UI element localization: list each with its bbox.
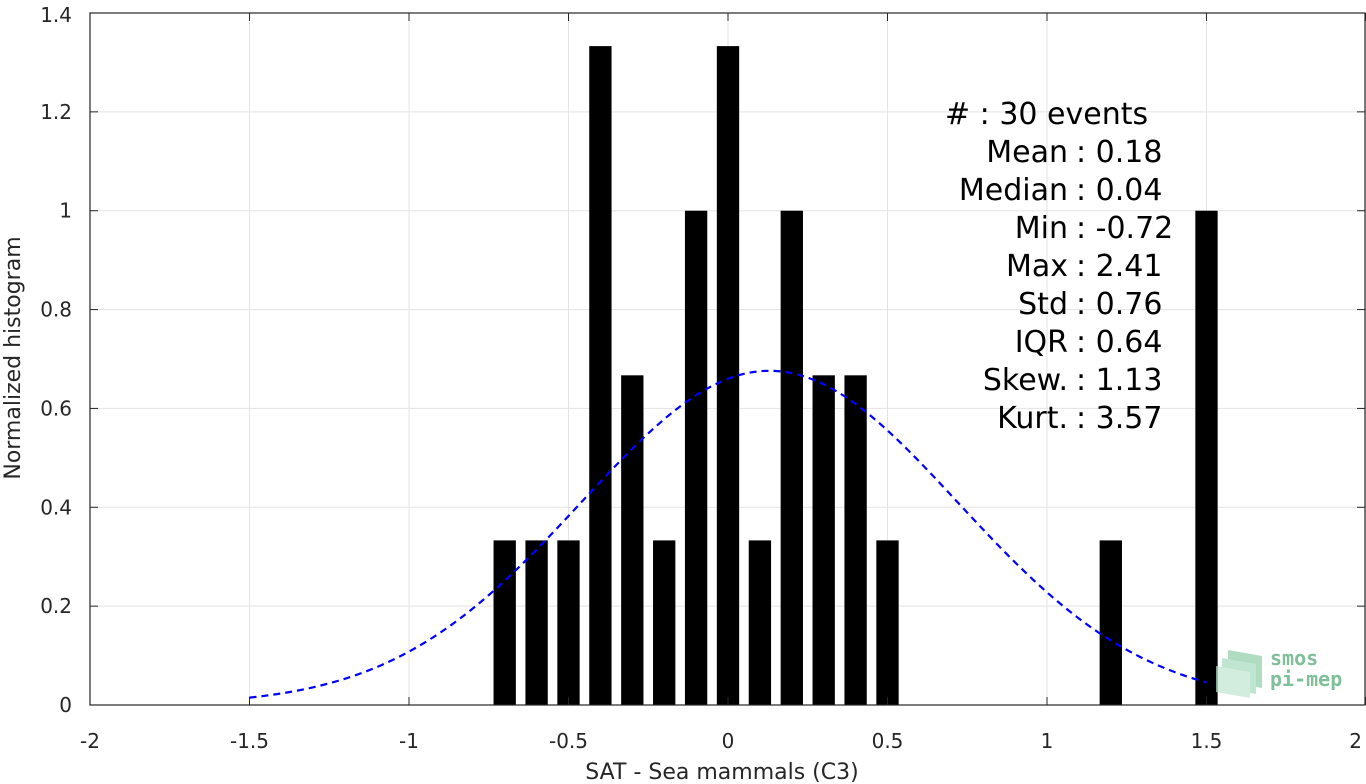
stats-value: : 0.04 xyxy=(1076,173,1162,208)
y-tick-label: 0.6 xyxy=(40,396,72,420)
stats-line: # : 30 events xyxy=(945,97,1148,132)
stats-label: Max xyxy=(1006,249,1068,284)
y-tick-label: 0.8 xyxy=(40,298,72,322)
x-tick-label: 2 xyxy=(1349,729,1362,753)
x-tick-label: -0.5 xyxy=(549,729,588,753)
logo-text-smos: smos xyxy=(1270,646,1318,670)
stats-label: Mean xyxy=(986,135,1068,170)
histogram-bars xyxy=(493,46,1218,706)
histogram-bar xyxy=(684,210,708,705)
stats-label: Median xyxy=(959,173,1068,208)
histogram-bar xyxy=(716,46,740,706)
stats-line: IQR: 0.64 xyxy=(1015,325,1163,360)
stats-value: : 0.76 xyxy=(1076,287,1162,322)
histogram-bar xyxy=(589,46,612,706)
y-tick-label: 1.4 xyxy=(40,3,72,27)
histogram-bar xyxy=(812,375,835,705)
stats-line: Median: 0.04 xyxy=(959,173,1163,208)
x-tick-label: 1.5 xyxy=(1191,729,1223,753)
stats-value: : 0.64 xyxy=(1076,325,1162,360)
histogram-bar xyxy=(1099,540,1122,705)
x-axis-label: SAT - Sea mammals (C3) xyxy=(585,760,858,784)
histogram-bar xyxy=(493,540,516,705)
x-tick-label: 1 xyxy=(1041,729,1054,753)
smos-pi-mep-logo: smos pi-mep xyxy=(1216,646,1342,698)
histogram-bar xyxy=(844,375,867,705)
stats-label: Kurt. xyxy=(997,401,1068,436)
histogram-bar xyxy=(780,210,803,705)
stats-value: : 2.41 xyxy=(1076,249,1162,284)
y-tick-label: 0.4 xyxy=(40,495,72,519)
stats-line: Kurt.: 3.57 xyxy=(997,401,1162,436)
stats-value: : 1.13 xyxy=(1076,363,1162,398)
stats-label: Min xyxy=(1015,211,1068,246)
normal-fit-curve xyxy=(249,369,1207,699)
x-tick-label: 0.5 xyxy=(872,729,904,753)
x-tick-label: 0 xyxy=(722,729,735,753)
histogram-bar xyxy=(876,540,899,705)
stats-line: Mean: 0.18 xyxy=(986,135,1162,170)
histogram-bar xyxy=(557,540,580,705)
y-axis-label: Normalized histogram xyxy=(1,236,26,479)
x-tick-label: -1.5 xyxy=(230,729,269,753)
x-tick-label: -2 xyxy=(80,729,100,753)
stats-value: : 3.57 xyxy=(1076,401,1162,436)
histogram-bar xyxy=(525,540,548,705)
x-tick-label: -1 xyxy=(399,729,419,753)
y-tick-label: 0 xyxy=(59,693,72,717)
y-tick-label: 0.2 xyxy=(40,594,72,618)
histogram-bar xyxy=(748,540,772,705)
histogram-bar xyxy=(1195,210,1218,705)
stats-label: IQR xyxy=(1015,325,1068,360)
stats-line: Min: -0.72 xyxy=(1015,211,1174,246)
stats-value: : 0.18 xyxy=(1076,135,1162,170)
stats-line: Std: 0.76 xyxy=(1018,287,1162,322)
stats-line: Skew.: 1.13 xyxy=(983,363,1163,398)
axis-ticks xyxy=(89,12,1366,706)
logo-text-pi-mep: pi-mep xyxy=(1270,667,1342,691)
y-tick-labels: 0 0.2 0.4 0.6 0.8 1 1.2 1.4 xyxy=(40,3,72,717)
y-tick-label: 1 xyxy=(59,199,72,223)
histogram-bar xyxy=(621,375,644,705)
stats-line: Max: 2.41 xyxy=(1006,249,1162,284)
stats-label: Skew. xyxy=(983,363,1068,398)
histogram-bar xyxy=(653,540,676,705)
y-tick-label: 1.2 xyxy=(40,100,72,124)
wave-layers-icon xyxy=(1216,650,1262,698)
stats-value: : -0.72 xyxy=(1076,211,1173,246)
x-tick-labels: -2 -1.5 -1 -0.5 0 0.5 1 1.5 2 xyxy=(80,729,1362,753)
stats-label: Std xyxy=(1018,287,1068,322)
